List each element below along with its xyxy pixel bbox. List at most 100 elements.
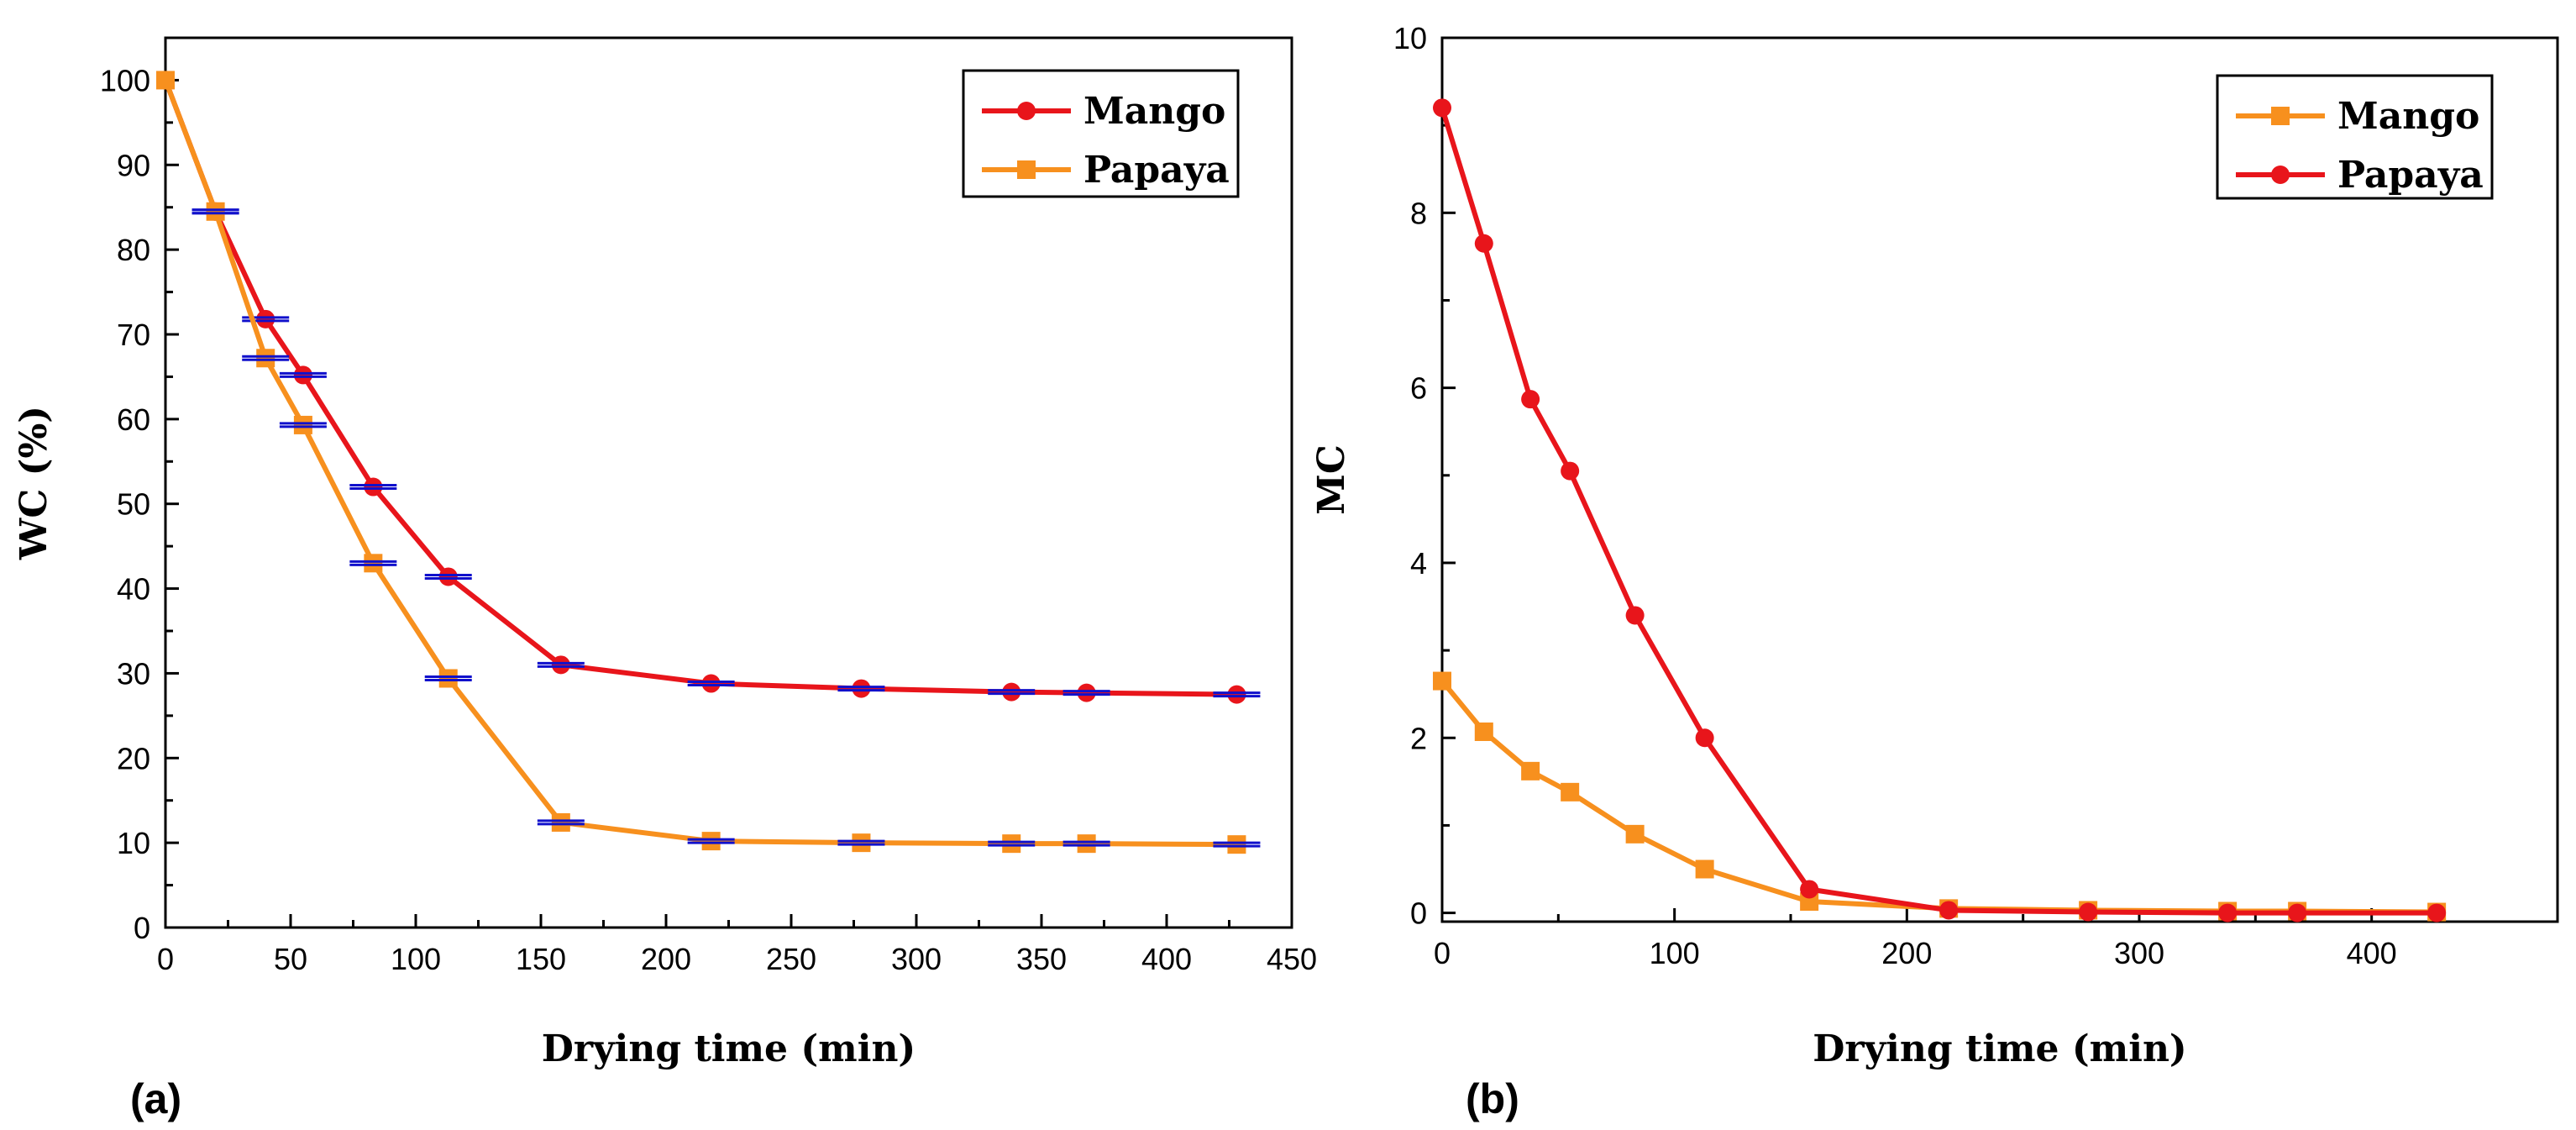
x-tick-label: 400 xyxy=(1141,942,1192,976)
data-point-mango xyxy=(293,365,312,385)
data-point-papaya xyxy=(1800,880,1819,899)
x-tick-label: 450 xyxy=(1267,942,1317,976)
x-tick-label: 250 xyxy=(766,942,816,976)
data-point-papaya xyxy=(1227,835,1246,854)
data-point-mango xyxy=(1695,859,1714,879)
data-point-papaya xyxy=(2288,903,2307,922)
x-tick-label: 150 xyxy=(516,942,566,976)
y-tick-label: 8 xyxy=(1410,196,1427,230)
legend-marker-mango xyxy=(1017,102,1036,120)
data-point-mango xyxy=(1433,671,1451,691)
legend-box xyxy=(2216,74,2494,200)
y-tick-label: 100 xyxy=(100,63,150,97)
data-point-mango xyxy=(551,655,570,675)
series-papaya xyxy=(1433,98,2447,922)
data-point-mango xyxy=(256,309,275,328)
x-tick-label: 300 xyxy=(891,942,942,976)
series-line-papaya xyxy=(1440,107,2437,916)
data-point-papaya xyxy=(1002,834,1021,854)
data-point-mango xyxy=(1521,761,1540,780)
data-point-papaya xyxy=(551,812,570,832)
y-tick-label: 70 xyxy=(117,318,150,352)
series-papaya xyxy=(156,71,1261,854)
legend-marker-mango xyxy=(2271,107,2290,125)
y-tick-label: 60 xyxy=(117,402,150,437)
legend: Mango Papaya xyxy=(962,69,1240,198)
y-tick-label: 90 xyxy=(117,148,150,182)
legend: Mango Papaya xyxy=(2216,74,2494,200)
data-point-mango xyxy=(1625,824,1645,844)
data-point-papaya xyxy=(2079,902,2098,922)
x-tick-label: 200 xyxy=(641,942,691,976)
y-tick-label: 80 xyxy=(117,233,150,267)
series-line-mango xyxy=(163,79,1237,697)
data-point-papaya xyxy=(1077,834,1096,854)
data-point-mango xyxy=(852,679,871,698)
x-tick-label: 100 xyxy=(1650,936,1700,970)
data-point-mango xyxy=(701,674,721,693)
y-tick-label: 6 xyxy=(1410,371,1427,406)
data-point-papaya xyxy=(156,71,175,90)
panel-label: (b) xyxy=(1466,1075,1519,1122)
legend-marker-papaya xyxy=(2271,166,2290,184)
legend-marker-papaya xyxy=(1017,160,1036,179)
series-line-papaya xyxy=(163,79,1237,848)
data-point-papaya xyxy=(1695,728,1714,748)
y-tick-label: 0 xyxy=(134,911,150,945)
y-tick-label: 2 xyxy=(1410,721,1427,755)
legend-label-mango: Mango xyxy=(2337,95,2479,138)
x-axis-title: Drying time (min) xyxy=(1813,1028,2187,1070)
data-point-mango xyxy=(1561,782,1580,802)
panel-label: (a) xyxy=(130,1075,181,1122)
plot-frame xyxy=(1440,36,2559,923)
x-tick-label: 0 xyxy=(157,942,174,976)
series-line-mango xyxy=(1440,679,2437,915)
y-tick-label: 10 xyxy=(117,826,150,860)
data-point-mango xyxy=(438,567,458,586)
legend-box xyxy=(962,69,1240,198)
y-tick-label: 40 xyxy=(117,572,150,607)
data-point-papaya xyxy=(293,415,312,434)
data-point-papaya xyxy=(852,833,871,853)
data-point-papaya xyxy=(701,832,721,851)
x-tick-label: 200 xyxy=(1881,936,1932,970)
data-point-mango xyxy=(1077,683,1096,702)
y-tick-label: 0 xyxy=(1410,896,1427,931)
data-point-papaya xyxy=(1625,606,1645,625)
y-axis-title: MC xyxy=(1310,444,1353,515)
chart-panel-b: 0 100 200 300 400 0 2 4 6 8 10 Drying time (min) MC (… xyxy=(1310,21,2559,1122)
data-point-papaya xyxy=(2218,903,2238,922)
data-point-papaya xyxy=(2427,903,2447,922)
x-tick-label: 300 xyxy=(2114,936,2164,970)
data-point-papaya xyxy=(1433,98,1451,118)
x-tick-label: 400 xyxy=(2347,936,2397,970)
x-tick-label: 100 xyxy=(391,942,441,976)
data-point-mango xyxy=(1002,682,1021,702)
data-point-mango xyxy=(1474,722,1493,741)
data-point-papaya xyxy=(1939,901,1959,920)
x-tick-label: 0 xyxy=(1434,936,1451,970)
x-tick-label: 50 xyxy=(274,942,307,976)
data-point-papaya xyxy=(438,669,458,688)
y-tick-label: 30 xyxy=(117,656,150,691)
y-tick-label: 10 xyxy=(1393,21,1427,55)
y-axis-title: WC (%) xyxy=(13,406,55,560)
x-tick-label: 350 xyxy=(1016,942,1067,976)
x-axis-title: Drying time (min) xyxy=(542,1028,916,1070)
legend-label-mango: Mango xyxy=(1083,90,1225,133)
data-point-mango xyxy=(1227,685,1246,704)
data-point-papaya xyxy=(1521,390,1540,409)
data-point-papaya xyxy=(364,554,383,573)
data-point-papaya xyxy=(1561,461,1580,481)
y-tick-label: 50 xyxy=(117,487,150,522)
series-mango xyxy=(1433,671,2447,922)
y-tick-label: 4 xyxy=(1410,546,1427,581)
legend-label-papaya: Papaya xyxy=(1083,149,1230,192)
legend-label-papaya: Papaya xyxy=(2337,154,2484,197)
data-point-papaya xyxy=(256,349,275,368)
data-point-papaya xyxy=(206,202,225,221)
data-point-papaya xyxy=(1474,234,1493,253)
data-point-mango xyxy=(364,477,383,497)
chart-panel-a: 0 50 100 150 200 250 300 350 400 450 0 10 20 30 40 50 60… xyxy=(13,36,1317,1122)
